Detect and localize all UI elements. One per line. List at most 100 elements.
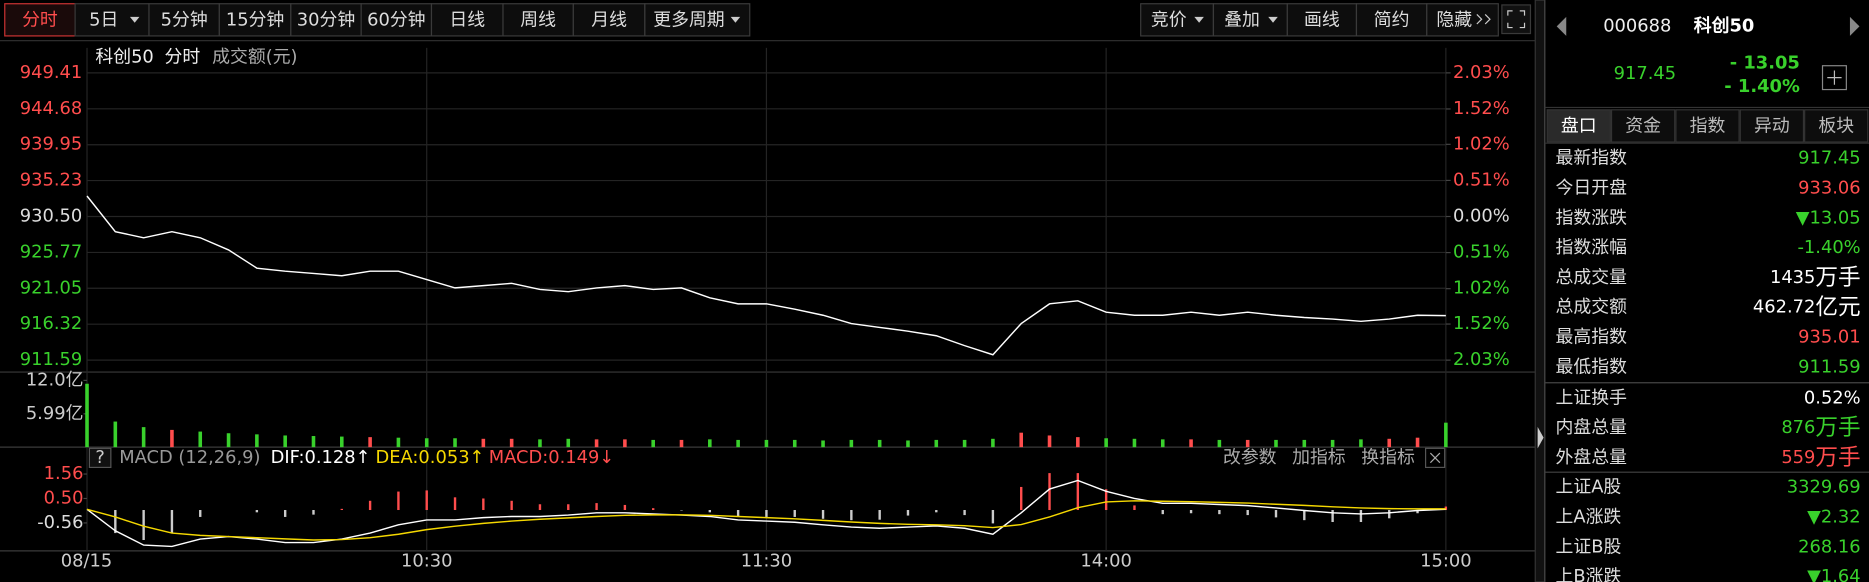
macd-bar	[1189, 510, 1193, 514]
row-label: 外盘总量	[1556, 447, 1628, 468]
row-label: 最高指数	[1556, 326, 1628, 347]
help-button[interactable]	[88, 447, 112, 469]
close-button[interactable]	[1424, 447, 1446, 469]
row-value-number: 268.16	[1798, 536, 1861, 557]
indicator-tool[interactable]: 改参数	[1223, 447, 1277, 468]
x-tick-label: 14:00	[1080, 551, 1131, 572]
price-line	[86, 195, 1446, 356]
row-value: 268.16	[1798, 536, 1861, 557]
panel-tab[interactable]	[1739, 109, 1805, 143]
toolbar-button[interactable]	[1426, 3, 1499, 37]
indicator-title: MACD (12,26,9)	[119, 447, 260, 468]
row-label: 总成交额	[1556, 297, 1628, 318]
volume-bar	[651, 439, 655, 448]
volume-bar	[1415, 437, 1420, 448]
volume-bar	[594, 439, 599, 448]
toolbar-label: 5日	[89, 9, 118, 30]
panel-tab[interactable]	[1610, 109, 1676, 143]
macd-bar	[963, 510, 966, 516]
toolbar-button[interactable]	[502, 3, 574, 37]
macd-bar	[1104, 489, 1108, 511]
toolbar-button[interactable]	[1140, 3, 1215, 37]
y-tick-label: 949.41	[20, 62, 83, 83]
volume-bar	[1302, 439, 1307, 448]
toolbar-button[interactable]	[290, 3, 362, 37]
prev-arrow[interactable]	[1556, 16, 1567, 36]
row-value: ▼2.32	[1807, 506, 1861, 527]
row-value: 935.01	[1798, 326, 1861, 347]
macd-bar	[538, 504, 542, 511]
macd-bar	[736, 510, 740, 517]
volume-bar	[453, 438, 457, 448]
macd-bar	[170, 510, 174, 534]
volume-bar	[991, 438, 995, 448]
panel-tab-label: 异动	[1754, 116, 1790, 137]
macd-bar	[1218, 510, 1221, 515]
y2-tick-label: 1.02%	[1453, 133, 1510, 154]
volume-bar	[934, 439, 939, 448]
side-splitter[interactable]	[1534, 0, 1546, 582]
toolbar-button[interactable]	[430, 3, 504, 37]
panel-tab[interactable]	[1546, 109, 1611, 143]
row-value-number: 911.59	[1798, 356, 1861, 377]
macd-bar	[1303, 510, 1306, 521]
y2-tick-label: 0.00%	[1453, 206, 1510, 227]
toolbar-label: 分时	[22, 9, 58, 30]
macd-bar	[510, 500, 513, 511]
macd-bar	[1020, 486, 1023, 511]
collapse-arrow[interactable]	[1537, 426, 1544, 449]
macd-bar	[1274, 510, 1278, 518]
panel-tab[interactable]	[1675, 109, 1740, 143]
add-button[interactable]	[1821, 65, 1847, 91]
y-tick-label: 5.99亿	[26, 403, 84, 424]
row-value-number: 3329.69	[1787, 477, 1861, 498]
volume-bar	[679, 439, 684, 448]
volume-bar	[283, 435, 287, 448]
macd-bar	[765, 510, 768, 517]
volume-bar	[1444, 422, 1448, 448]
toolbar-button[interactable]	[644, 3, 751, 37]
toolbar-button[interactable]	[218, 3, 292, 37]
panel-tab[interactable]	[1804, 109, 1869, 143]
macd-bar	[906, 510, 910, 516]
chart-subtitle: 分时	[164, 46, 200, 67]
legend-entry: MACD:0.149↓	[489, 447, 615, 468]
indicator-tool[interactable]: 加指标	[1292, 447, 1346, 468]
price-change-pct: - 1.40%	[1724, 76, 1800, 97]
row-value-number: 917.45	[1798, 148, 1861, 169]
row-value: 911.59	[1798, 356, 1861, 377]
row-value-number: ▼1.64	[1807, 566, 1861, 582]
row-label: 上A涨跌	[1556, 506, 1622, 527]
row-value-number: 559	[1781, 447, 1815, 468]
row-value-unit: 万手	[1815, 415, 1860, 441]
row-value: 0.52%	[1804, 387, 1861, 408]
indicator-line	[86, 479, 1446, 548]
volume-bar	[1104, 438, 1108, 448]
volume-bar	[368, 437, 372, 448]
row-value: 917.45	[1798, 148, 1861, 169]
volume-bar	[1076, 437, 1080, 448]
volume-bar	[340, 436, 344, 448]
stock-name: 科创50	[1694, 14, 1755, 36]
macd-bar	[652, 508, 655, 511]
volume-bar	[962, 439, 967, 448]
y-tick-label: 921.05	[20, 277, 83, 298]
volume-bar	[1330, 439, 1335, 448]
row-value-number: 935.01	[1798, 326, 1861, 347]
volume-bar	[509, 438, 514, 448]
row-value: ▼1.64	[1807, 566, 1861, 582]
row-value: 1435万手	[1770, 264, 1861, 290]
next-arrow[interactable]	[1849, 16, 1860, 36]
row-value-number: 0.52%	[1804, 387, 1861, 408]
macd-bar	[935, 510, 938, 513]
volume-bar	[764, 439, 769, 448]
fullscreen-button[interactable]	[1501, 4, 1532, 35]
toolbar-button[interactable]	[148, 3, 220, 37]
indicator-tool[interactable]: 换指标	[1361, 447, 1415, 468]
volume-bar	[1047, 435, 1052, 448]
toolbar-button[interactable]	[572, 3, 646, 37]
row-label: 最低指数	[1556, 356, 1628, 377]
volume-bar	[877, 439, 882, 448]
macd-bar	[312, 510, 315, 515]
